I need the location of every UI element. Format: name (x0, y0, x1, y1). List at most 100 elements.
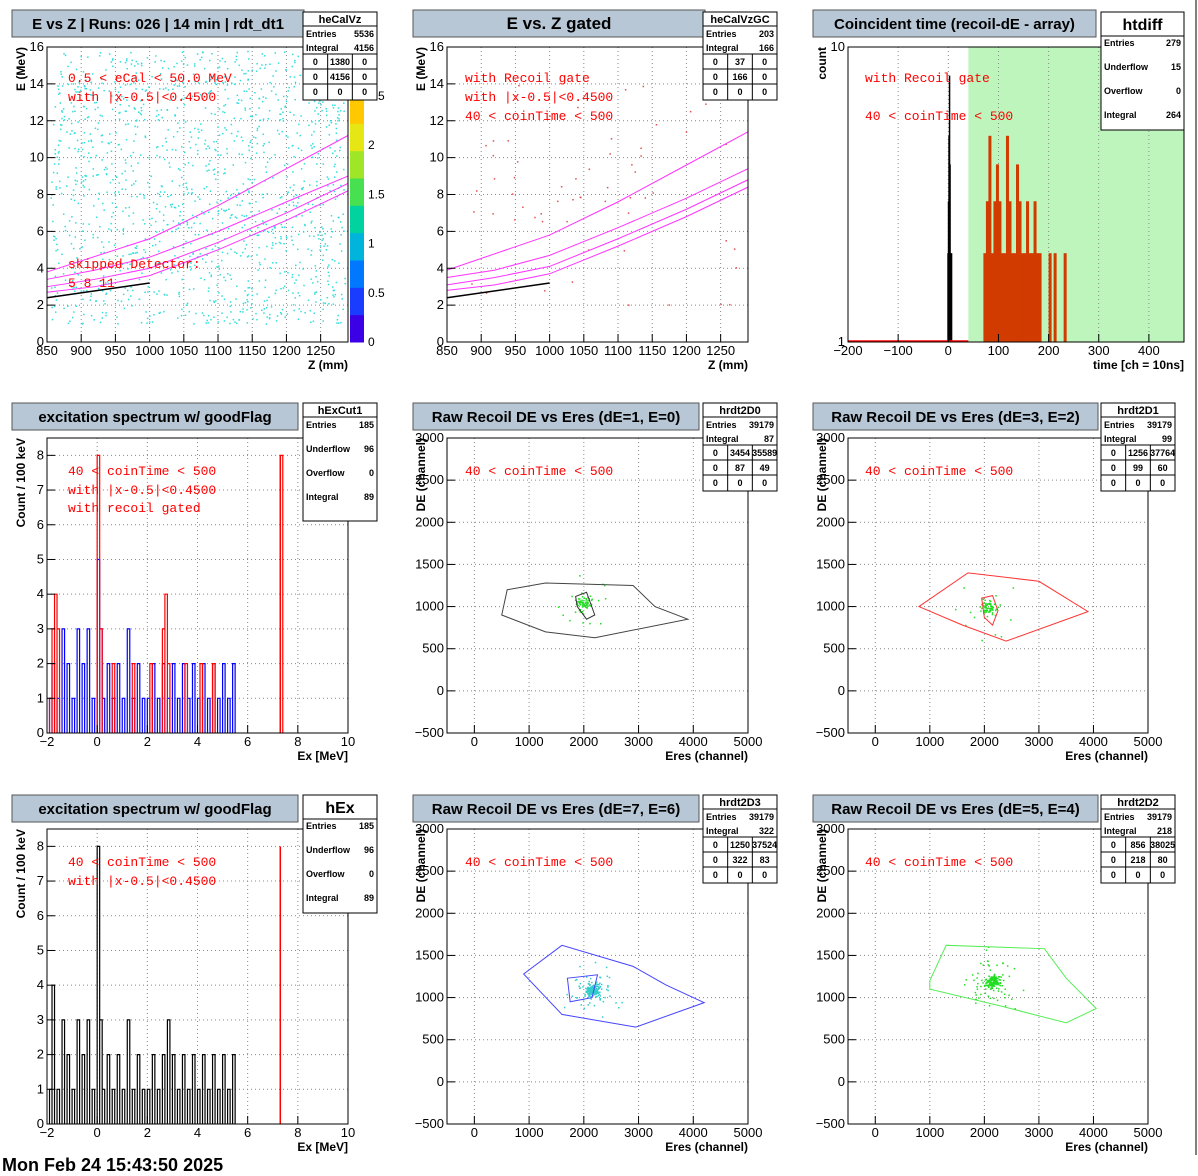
data-point (591, 598, 593, 601)
y-tick-label: 0 (37, 1116, 44, 1131)
data-point (85, 95, 88, 98)
data-point (320, 226, 323, 228)
data-point (135, 99, 137, 101)
data-point (328, 275, 330, 277)
data-point (155, 220, 157, 223)
data-point (991, 605, 994, 608)
data-point (77, 86, 79, 88)
data-point (68, 261, 71, 264)
data-point (83, 186, 86, 188)
data-point (587, 990, 590, 993)
data-point (134, 108, 136, 110)
data-point (253, 178, 256, 181)
x-tick-label: 5000 (1134, 1125, 1163, 1140)
data-point (178, 295, 181, 298)
data-point (987, 603, 989, 605)
data-point (234, 76, 236, 78)
plot-frame (847, 46, 1185, 343)
data-point (242, 302, 245, 305)
data-point (344, 277, 346, 280)
data-point (87, 116, 90, 118)
data-point (74, 110, 76, 113)
data-point (156, 154, 158, 157)
data-point (266, 245, 268, 248)
data-point (51, 181, 53, 183)
data-point (984, 984, 986, 987)
data-point (61, 117, 63, 120)
bar (949, 253, 952, 342)
data-point (596, 992, 599, 994)
data-point (221, 57, 224, 60)
data-point (226, 148, 228, 150)
data-point (197, 149, 199, 152)
data-point (617, 1007, 620, 1009)
data-point (134, 247, 137, 249)
data-point (261, 100, 264, 103)
data-point (332, 220, 335, 222)
data-point (194, 80, 196, 83)
data-point (992, 609, 994, 611)
data-point (984, 607, 986, 609)
annotation-text: with Recoil gate (465, 71, 590, 86)
data-point (70, 242, 73, 245)
data-point (318, 102, 320, 104)
data-point (77, 121, 79, 123)
stats-grid-cell: 0 (362, 72, 367, 82)
data-point (990, 981, 993, 984)
data-point (144, 118, 146, 121)
data-point (991, 983, 993, 986)
data-point (256, 62, 258, 65)
data-point (1003, 993, 1006, 996)
stats-name: heCalVzGC (710, 14, 769, 26)
data-point (987, 946, 990, 949)
data-point (993, 997, 995, 1000)
stats-value: 39179 (749, 812, 774, 822)
x-tick-label: 3000 (624, 1125, 653, 1140)
data-point (1004, 1005, 1007, 1007)
data-point (208, 272, 211, 274)
data-point (604, 996, 606, 999)
data-point (132, 223, 135, 225)
data-point (264, 286, 266, 289)
data-point (988, 610, 991, 612)
data-point (596, 990, 598, 992)
y-tick-label: −500 (415, 1116, 444, 1131)
x-axis-label: Ex [MeV] (297, 749, 348, 763)
data-point (202, 51, 204, 54)
data-point (965, 624, 967, 627)
x-tick-label: 2000 (970, 734, 999, 749)
data-point (116, 316, 118, 318)
data-point (216, 284, 218, 287)
data-point (196, 216, 198, 219)
annotation-text: 40 < coinTime < 500 (465, 464, 613, 479)
data-point (176, 79, 178, 82)
data-point (988, 975, 990, 977)
data-point (200, 277, 202, 280)
y-tick-label: 2500 (415, 472, 444, 487)
data-point (110, 229, 112, 231)
bar (1000, 253, 1004, 342)
data-point (298, 294, 301, 297)
bar (1013, 253, 1017, 342)
data-point (513, 176, 516, 179)
data-point (166, 149, 168, 151)
data-point (241, 69, 243, 71)
data-point (340, 293, 343, 296)
data-point (230, 123, 233, 126)
data-point (607, 986, 609, 988)
data-point (999, 604, 1001, 606)
bar (1038, 253, 1042, 342)
data-point (254, 220, 257, 223)
data-point (976, 988, 979, 990)
data-point (100, 252, 102, 254)
data-point (247, 280, 250, 282)
data-point (172, 220, 175, 222)
data-point (136, 251, 139, 254)
data-point (1000, 976, 1002, 978)
data-point (284, 226, 286, 228)
data-point (226, 84, 229, 86)
data-point (271, 247, 273, 249)
data-point (989, 603, 992, 605)
data-point (329, 147, 331, 149)
